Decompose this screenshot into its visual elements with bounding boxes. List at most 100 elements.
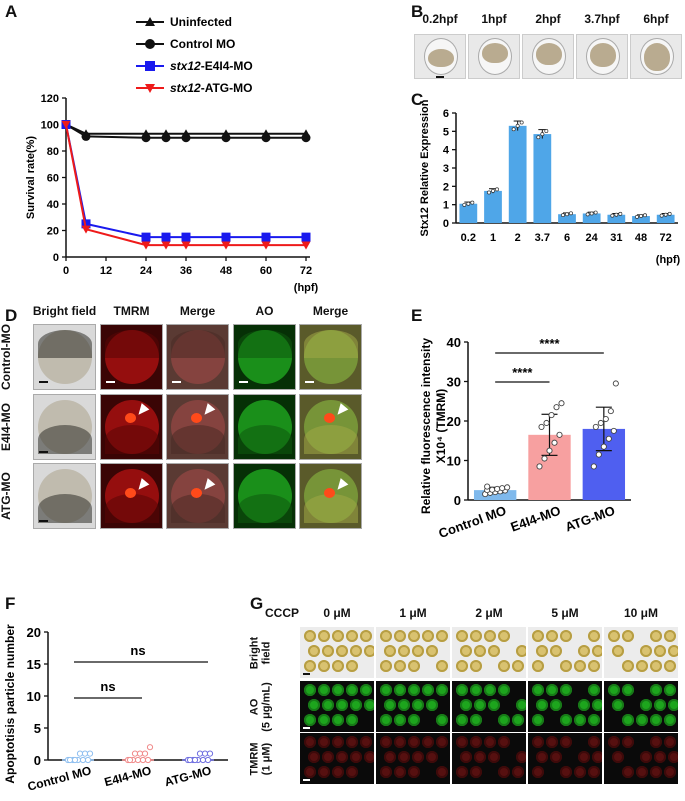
legend-italic: stx12: [170, 59, 201, 73]
bar: [558, 214, 576, 223]
embryo: [360, 736, 372, 748]
embryo: [350, 645, 362, 657]
embryo: [550, 645, 562, 657]
embryo: [332, 660, 344, 672]
scale-bar: [39, 520, 48, 522]
embryo: [654, 751, 666, 763]
micrograph: [233, 394, 296, 460]
embryo-cap: [171, 494, 225, 523]
embryo-cap: [38, 425, 92, 454]
micrograph: [166, 324, 229, 390]
embryo: [578, 751, 590, 763]
embryo: [592, 645, 602, 657]
scale-bar: [303, 779, 310, 781]
embryo: [394, 684, 406, 696]
panel-label-d: D: [5, 306, 18, 325]
embryo: [498, 736, 510, 748]
embryo: [456, 630, 468, 642]
replicate-point: [536, 135, 541, 140]
column-header: TMRM: [113, 304, 150, 318]
embryo: [318, 660, 330, 672]
data-point: [146, 744, 154, 751]
data-point: [546, 447, 553, 454]
micrograph: [604, 681, 678, 732]
embryo: [578, 699, 590, 711]
concentration-label: 10 μM: [623, 606, 659, 620]
embryo: [436, 736, 448, 748]
x-tick-label: 36: [180, 265, 192, 277]
embryo: [332, 684, 344, 696]
embryo: [412, 699, 424, 711]
micrograph: [604, 627, 678, 678]
embryo: [664, 714, 676, 726]
embryo: [304, 684, 316, 696]
replicate-point: [643, 213, 647, 218]
scale-bar: [303, 727, 310, 729]
embryo: [436, 660, 448, 672]
embryo: [346, 766, 358, 778]
embryo: [668, 645, 678, 657]
embryo: [426, 699, 438, 711]
panel-label-e: E: [411, 306, 423, 325]
embryo: [664, 684, 676, 696]
stage-image: [576, 34, 628, 79]
embryo: [408, 630, 420, 642]
legend-label: Uninfected: [170, 15, 232, 29]
micrograph: [166, 394, 229, 460]
x-tick-label: ATG-MO: [163, 763, 213, 789]
micrograph: [528, 733, 602, 784]
embryo: [636, 714, 648, 726]
legend-text: Uninfected: [170, 15, 232, 29]
embryo: [470, 660, 482, 672]
data-point: [600, 443, 607, 450]
data-point: [206, 750, 214, 757]
data-point: [86, 750, 94, 757]
embryo: [456, 766, 468, 778]
bar: [508, 125, 527, 223]
data-point: [131, 750, 139, 757]
embryo-cap: [105, 330, 159, 358]
embryo: [588, 660, 600, 672]
replicate-point: [614, 212, 619, 217]
scale-bar: [39, 451, 48, 453]
x-axis-label: (hpf): [294, 282, 319, 294]
micrograph: [33, 394, 96, 460]
embryo: [398, 645, 410, 657]
micrograph: [452, 681, 526, 732]
embryo: [622, 630, 634, 642]
y-tick-label: 20: [447, 414, 461, 429]
bar: [607, 214, 626, 223]
legend-text: -E4I4-MO: [201, 59, 253, 73]
embryo: [560, 766, 572, 778]
embryo: [498, 714, 510, 726]
data-point: [144, 756, 152, 764]
data-point: [79, 756, 87, 764]
replicate-point: [663, 212, 668, 217]
embryo: [474, 699, 486, 711]
embryo: [668, 751, 678, 763]
y-tick-label: 15: [27, 657, 41, 672]
replicate-point: [639, 214, 643, 218]
cccp-header: CCCP: [265, 606, 300, 620]
x-tick-label: ATG-MO: [563, 503, 617, 535]
row-label-line1: Bright: [248, 636, 261, 669]
micrograph: [100, 394, 163, 460]
data-point: [139, 756, 147, 764]
embryo: [640, 699, 652, 711]
replicate-point: [519, 120, 524, 125]
micrograph: [300, 733, 374, 784]
embryo: [532, 684, 544, 696]
micrograph: [376, 627, 450, 678]
data-point: [597, 419, 604, 427]
data-point: [204, 756, 212, 764]
x-tick-label: 12: [100, 265, 112, 277]
legend-text: -ATG-MO: [201, 81, 253, 95]
stage-image: [522, 34, 574, 79]
embryo: [304, 714, 316, 726]
y-tick-label: 100: [41, 120, 59, 132]
data-point: [548, 412, 555, 419]
embryo: [456, 684, 468, 696]
scale-bar: [303, 673, 310, 675]
y-tick-label: 0: [34, 753, 41, 768]
embryo-cap: [304, 330, 358, 358]
